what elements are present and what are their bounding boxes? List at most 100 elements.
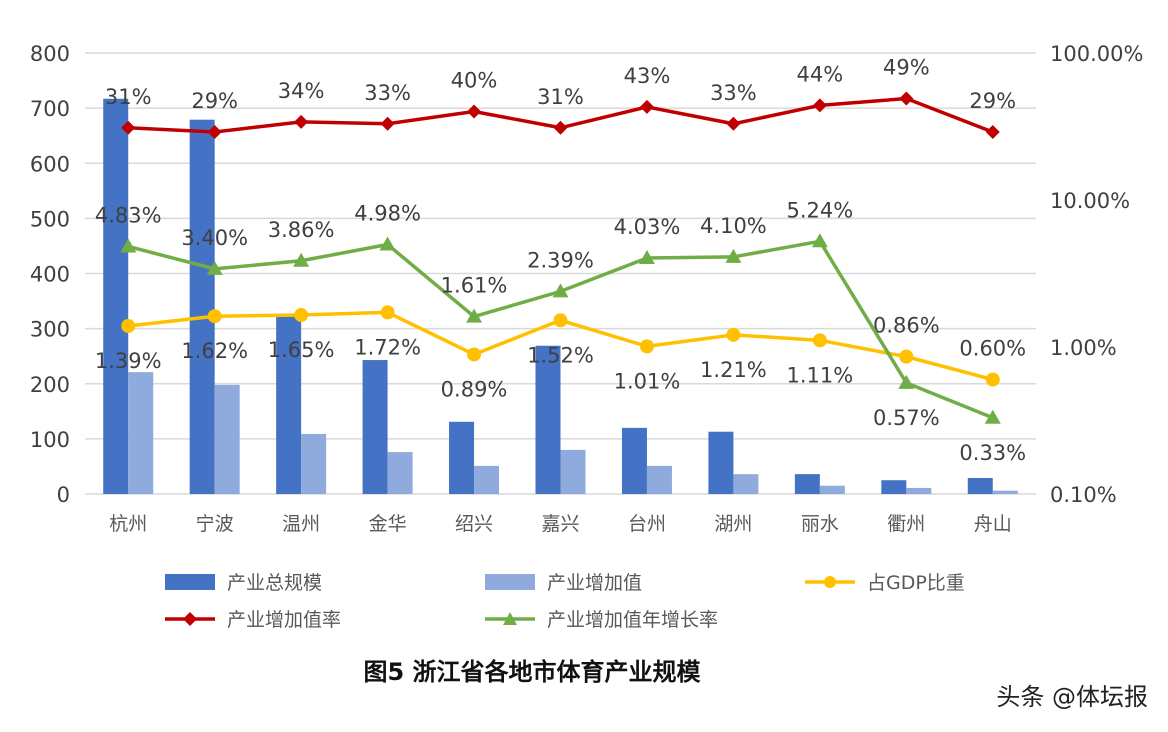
y-right-tick-label: 1.00% (1050, 336, 1117, 360)
x-tick-label: 台州 (628, 513, 666, 535)
data-point (207, 125, 222, 140)
data-point (639, 99, 654, 114)
y-left-tick-label: 200 (30, 373, 70, 397)
data-label: 4.10% (700, 214, 767, 238)
bar-added-value (128, 372, 154, 494)
data-point (552, 283, 569, 298)
data-label: 40% (451, 68, 498, 92)
bar-added-value (560, 449, 586, 494)
x-tick-label: 温州 (282, 513, 320, 535)
bar-total (276, 314, 302, 494)
legend-label: 产业增加值年增长率 (547, 609, 718, 631)
chart-title: 图5 浙江省各地市体育产业规模 (363, 658, 701, 686)
y-right-tick-label: 10.00% (1050, 189, 1130, 213)
legend-label: 产业总规模 (227, 572, 322, 594)
data-point (811, 233, 828, 248)
data-label: 1.72% (354, 335, 421, 359)
data-point (206, 260, 223, 275)
data-point (466, 308, 483, 323)
data-point (812, 98, 827, 113)
data-label: 1.21% (700, 358, 767, 382)
legend-marker (824, 576, 836, 588)
data-label: 29% (969, 89, 1016, 113)
data-label: 0.33% (959, 441, 1026, 465)
bar-added-value (906, 487, 932, 494)
data-label: 0.89% (441, 377, 508, 401)
data-point (379, 236, 396, 251)
data-point (639, 339, 654, 354)
data-point (467, 104, 482, 119)
data-point (984, 409, 1001, 424)
data-point (985, 372, 1000, 387)
data-label: 1.39% (95, 349, 162, 373)
x-tick-label: 嘉兴 (541, 513, 579, 535)
data-label: 1.65% (268, 338, 335, 362)
data-label: 3.40% (181, 226, 248, 250)
x-tick-label: 丽水 (801, 513, 839, 535)
data-point (120, 238, 137, 253)
data-point (726, 116, 741, 131)
bar-added-value (646, 465, 672, 494)
data-point (207, 309, 222, 324)
bar-total (449, 421, 475, 494)
data-label: 1.62% (181, 339, 248, 363)
y-left-tick-label: 0 (57, 483, 70, 507)
data-point (553, 313, 568, 328)
data-point (725, 248, 742, 263)
legend-marker (183, 612, 197, 626)
bar-total (621, 427, 647, 494)
bar-total (967, 478, 993, 494)
data-point (638, 250, 655, 265)
data-point (380, 305, 395, 320)
y-right-tick-label: 0.10% (1050, 483, 1117, 507)
data-point (985, 125, 1000, 140)
data-label: 31% (105, 85, 152, 109)
data-label: 5.24% (787, 198, 854, 222)
bar-added-value (214, 384, 240, 494)
data-point (812, 333, 827, 348)
bar-total (362, 360, 388, 494)
data-point (898, 374, 915, 389)
bar-added-value (301, 433, 327, 494)
y-left-tick-label: 400 (30, 263, 70, 287)
legend-swatch (485, 574, 535, 590)
data-label: 33% (710, 81, 757, 105)
data-label: 1.01% (614, 369, 681, 393)
data-point (294, 114, 309, 129)
bar-added-value (387, 452, 413, 494)
data-label: 4.83% (95, 203, 162, 227)
data-label: 4.03% (614, 215, 681, 239)
legend-label: 占GDP比重 (867, 572, 965, 594)
data-label: 31% (537, 85, 584, 109)
data-label: 1.52% (527, 343, 594, 367)
data-point (553, 120, 568, 135)
data-label: 44% (797, 62, 844, 86)
data-point (121, 318, 136, 333)
x-tick-label: 舟山 (974, 513, 1012, 535)
legend-label: 产业增加值率 (227, 609, 341, 631)
data-point (726, 327, 741, 342)
watermark: 头条 @体坛报 (996, 683, 1148, 711)
y-right-tick-label: 100.00% (1050, 42, 1143, 66)
bar-total (189, 119, 215, 495)
data-label: 0.60% (959, 337, 1026, 361)
data-label: 33% (364, 81, 411, 105)
data-point (380, 116, 395, 131)
bar-total (535, 345, 561, 494)
x-tick-label: 金华 (369, 513, 407, 535)
x-tick-label: 宁波 (196, 513, 234, 535)
x-tick-label: 杭州 (109, 513, 147, 535)
data-label: 29% (191, 89, 238, 113)
y-left-tick-label: 800 (30, 42, 70, 66)
data-label: 1.11% (787, 363, 854, 387)
legend-label: 产业增加值 (547, 572, 642, 594)
legend-marker (503, 612, 517, 625)
bar-added-value (474, 465, 500, 494)
bar-total (103, 98, 129, 494)
y-left-tick-label: 100 (30, 428, 70, 452)
data-point (121, 120, 136, 135)
data-label: 1.61% (441, 274, 508, 298)
bar-total (794, 474, 820, 494)
x-tick-label: 衢州 (887, 513, 925, 535)
